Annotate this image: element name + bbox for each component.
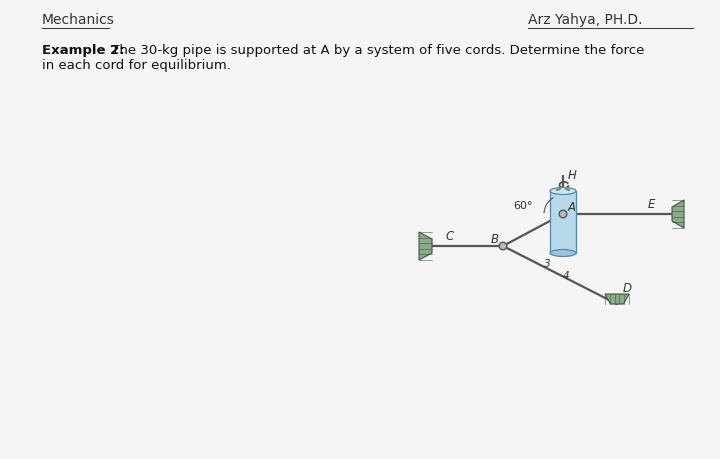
Circle shape — [559, 210, 567, 218]
Text: Arz Yahya, PH.D.: Arz Yahya, PH.D. — [528, 13, 642, 27]
Ellipse shape — [550, 250, 576, 257]
Text: E: E — [648, 198, 655, 211]
Text: 4: 4 — [563, 271, 570, 281]
Text: C: C — [446, 230, 454, 243]
Text: A: A — [568, 201, 576, 214]
Text: Example 2:: Example 2: — [42, 44, 125, 57]
Text: The 30-kg pipe is supported at A by a system of five cords. Determine the force: The 30-kg pipe is supported at A by a sy… — [107, 44, 644, 57]
Polygon shape — [672, 200, 684, 228]
Ellipse shape — [550, 187, 576, 195]
Text: Mechanics: Mechanics — [42, 13, 115, 27]
Text: D: D — [623, 282, 632, 295]
Text: B: B — [491, 233, 499, 246]
Polygon shape — [419, 232, 432, 260]
Text: 60°: 60° — [513, 201, 533, 211]
Text: H: H — [568, 169, 577, 182]
Bar — [550, 191, 576, 253]
Circle shape — [499, 242, 507, 250]
Text: 3: 3 — [544, 259, 551, 269]
Polygon shape — [605, 294, 629, 304]
Text: in each cord for equilibrium.: in each cord for equilibrium. — [42, 59, 231, 72]
